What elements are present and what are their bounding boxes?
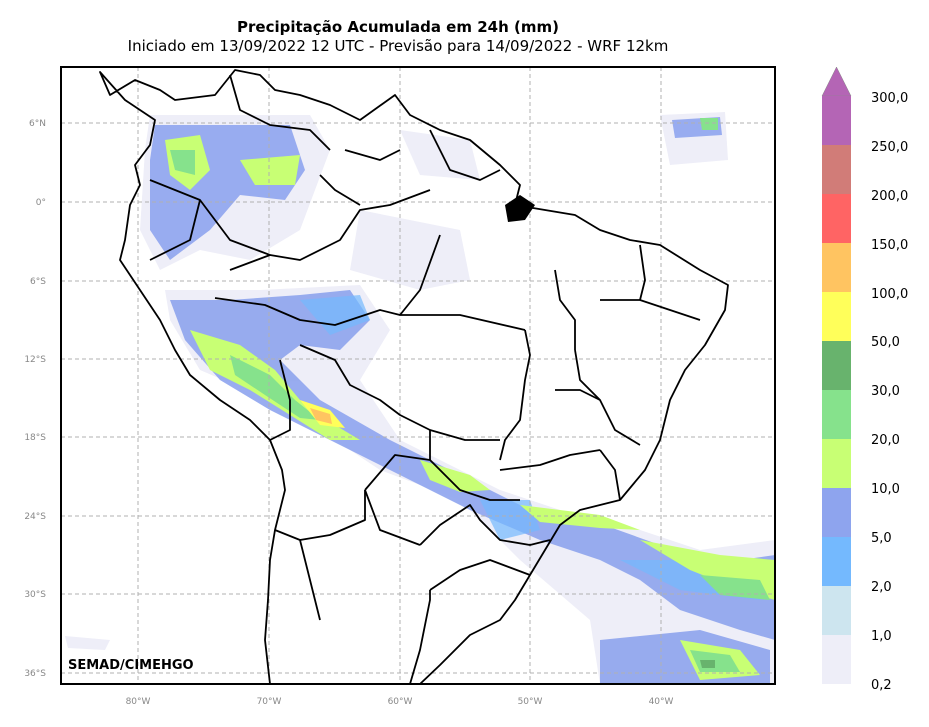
colorbar-swatch <box>822 390 851 439</box>
colorbar-label: 50,0 <box>871 335 900 350</box>
lat-label: 0° <box>36 198 46 208</box>
colorbar-swatch <box>822 292 851 341</box>
colorbar-label: 10,0 <box>871 482 900 497</box>
longitude-labels: 80°W 70°W 60°W 50°W 40°W <box>126 697 674 707</box>
colorbar-label: 200,0 <box>871 189 908 204</box>
lat-label: 30°S <box>24 590 46 600</box>
map-title: Precipitação Acumulada em 24h (mm) <box>237 18 559 36</box>
colorbar-label: 250,0 <box>871 140 908 155</box>
map-subtitle: Iniciado em 13/09/2022 12 UTC - Previsão… <box>127 37 669 55</box>
lat-label: 18°S <box>24 433 46 443</box>
colorbar-label: 30,0 <box>871 384 900 399</box>
colorbar-swatch <box>822 537 851 586</box>
lat-label: 24°S <box>24 512 46 522</box>
colorbar-label: 0,2 <box>871 678 892 693</box>
lon-label: 50°W <box>518 697 543 707</box>
colorbar-extend-arrow <box>821 66 852 97</box>
colorbar-swatch <box>822 586 851 635</box>
lat-label: 6°N <box>29 119 46 129</box>
lon-label: 40°W <box>649 697 674 707</box>
precip-layer-very-heavy <box>170 118 770 672</box>
colorbar-label: 100,0 <box>871 287 908 302</box>
colorbar-swatch <box>822 243 851 292</box>
colorbar-swatch <box>822 439 851 488</box>
colorbar-swatch <box>822 341 851 390</box>
colorbar: 0,2 1,0 2,0 5,0 10,0 20,0 30,0 50,0 100,… <box>821 66 908 693</box>
lon-label: 60°W <box>388 697 413 707</box>
colorbar-label: 2,0 <box>871 580 892 595</box>
precip-layer-extreme <box>300 400 715 668</box>
colorbar-label: 20,0 <box>871 433 900 448</box>
credit-label: SEMAD/CIMEHGO <box>68 658 194 673</box>
colorbar-swatch <box>822 145 851 194</box>
map-frame <box>60 66 776 685</box>
lat-label: 36°S <box>24 669 46 679</box>
colorbar-label: 1,0 <box>871 629 892 644</box>
colorbar-swatch <box>822 194 851 243</box>
lat-label: 6°S <box>30 277 46 287</box>
marajo-island <box>505 195 535 222</box>
colorbar-label: 5,0 <box>871 531 892 546</box>
country-borders <box>99 69 729 684</box>
colorbar-swatch <box>822 96 851 145</box>
colorbar-swatch <box>822 635 851 684</box>
lon-label: 70°W <box>257 697 282 707</box>
colorbar-label: 150,0 <box>871 238 908 253</box>
map-area <box>61 67 775 684</box>
colorbar-swatch <box>822 488 851 537</box>
lat-label: 12°S <box>24 355 46 365</box>
lon-label: 80°W <box>126 697 151 707</box>
latitude-labels: 6°N 0° 6°S 12°S 18°S 24°S 30°S 36°S <box>24 119 46 679</box>
colorbar-label: 300,0 <box>871 91 908 106</box>
